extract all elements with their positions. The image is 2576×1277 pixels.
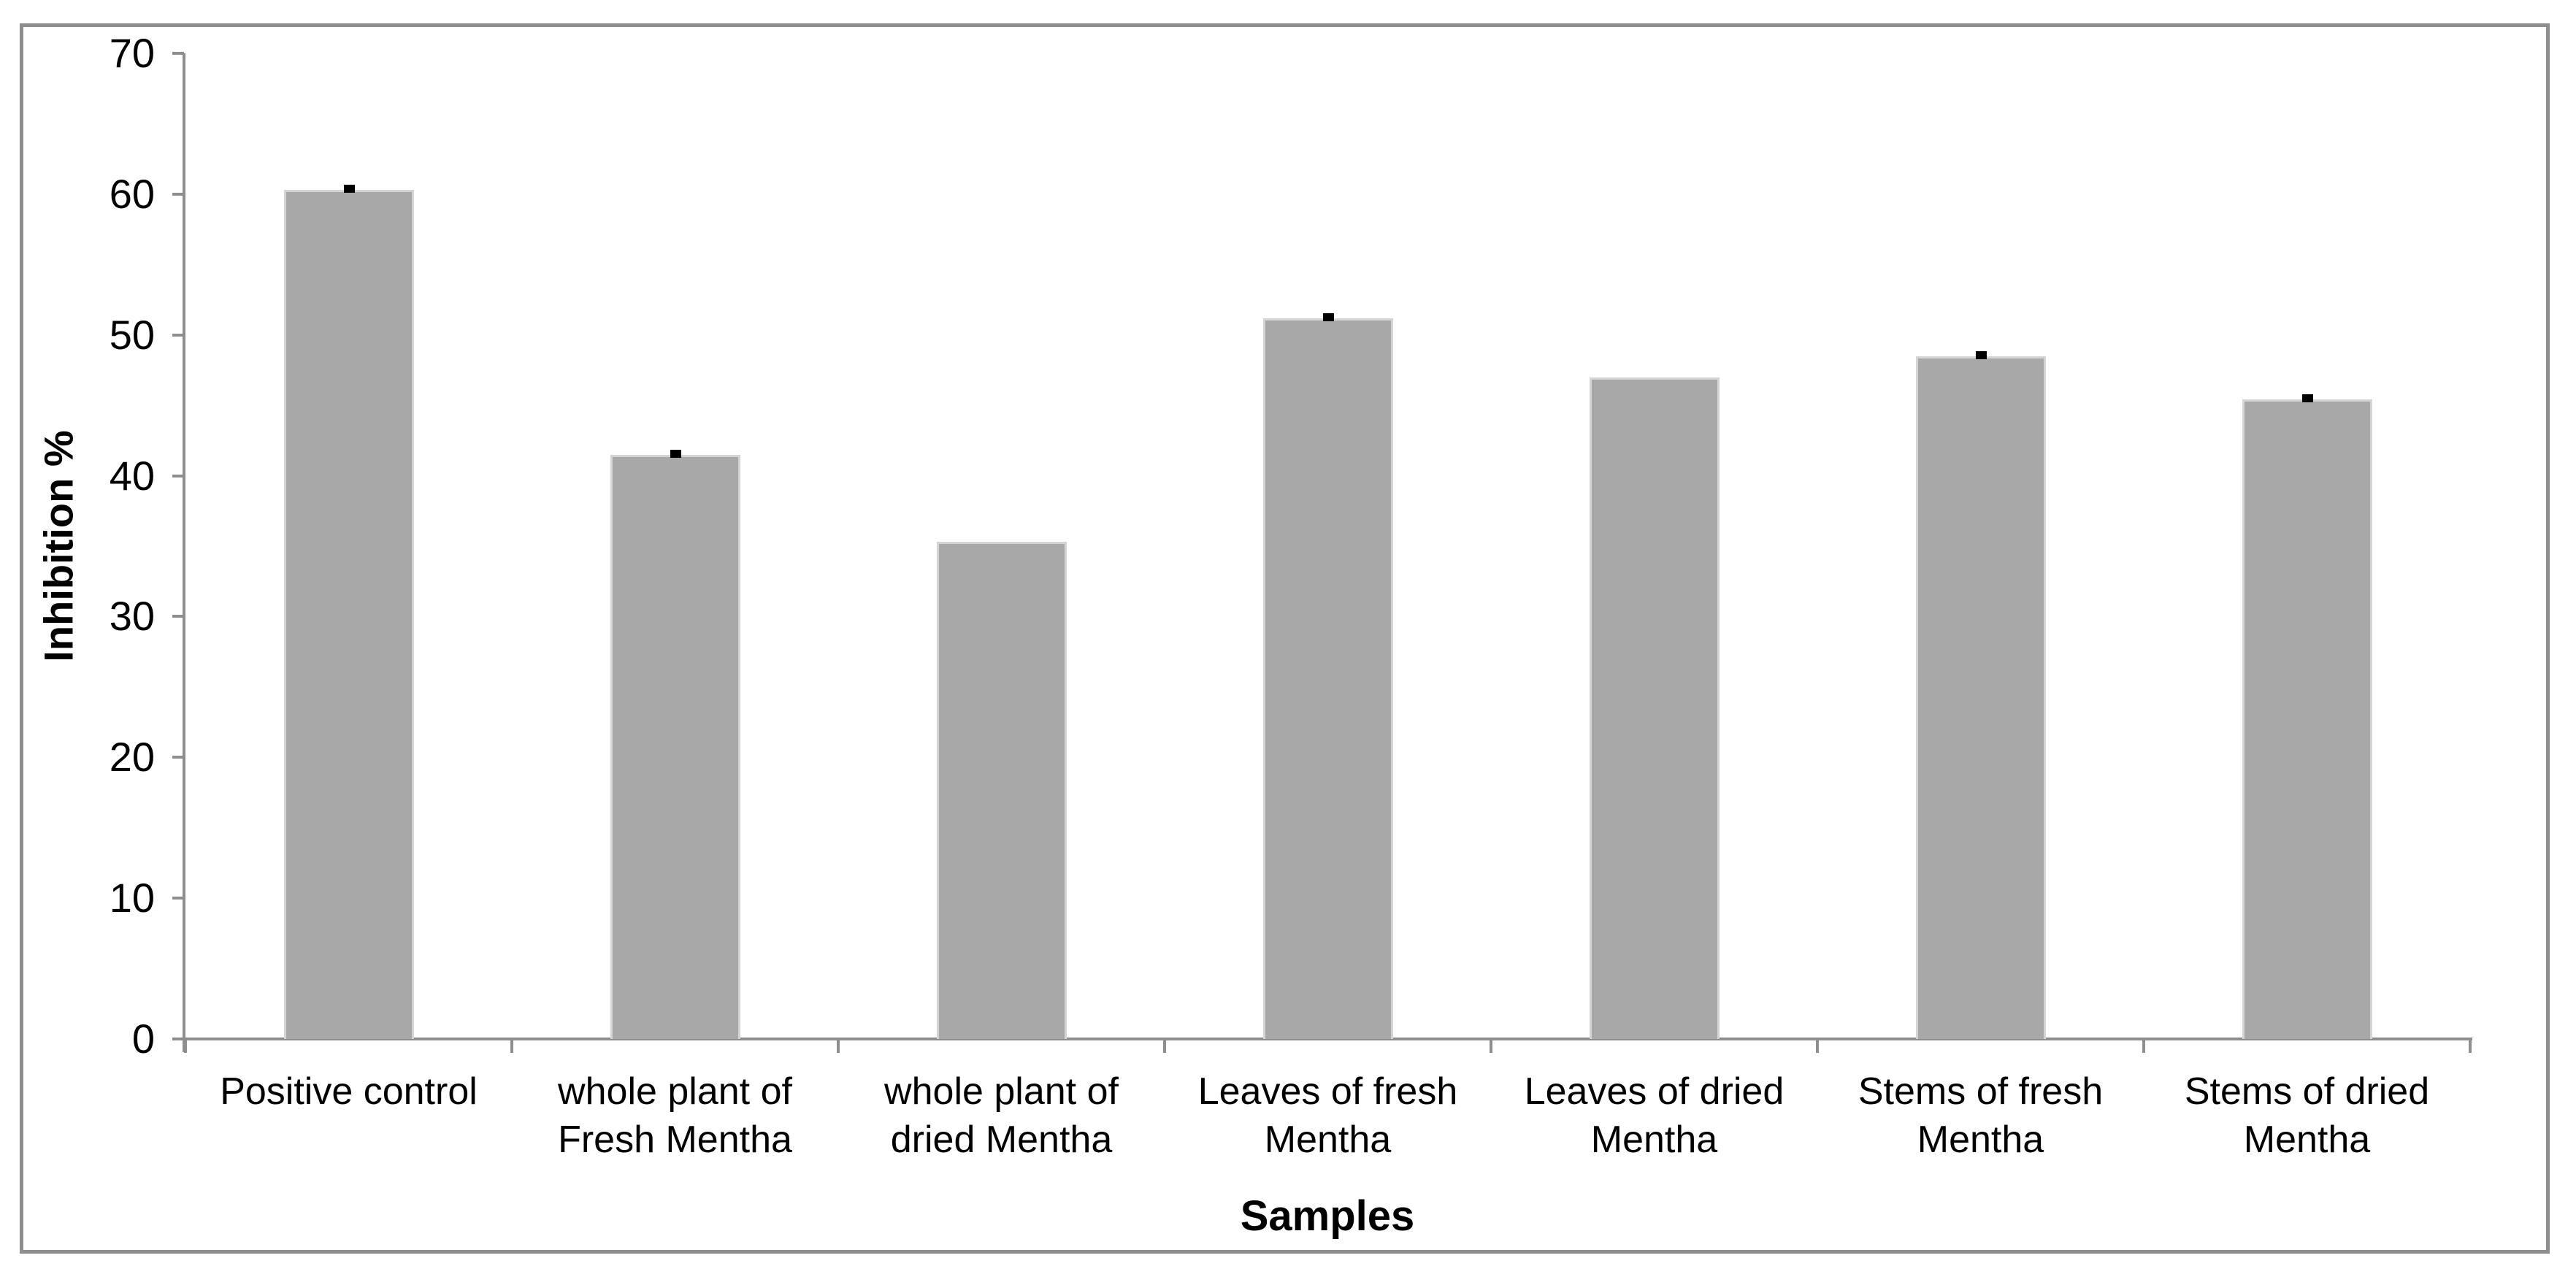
- bar-7: [2242, 399, 2372, 1039]
- y-axis-tick: [172, 615, 184, 618]
- y-axis-line: [183, 53, 185, 1052]
- x-axis-title: Samples: [1240, 1192, 1415, 1240]
- category-boundary-tick: [2469, 1039, 2472, 1053]
- x-category-label-1: Positive control: [220, 1070, 478, 1113]
- y-tick-label: 20: [109, 734, 155, 781]
- bar-1: [283, 190, 414, 1039]
- x-category-label-4: Leaves of fresh Mentha: [1197, 1070, 1458, 1161]
- y-tick-label: 0: [131, 1016, 155, 1062]
- x-category-label-6: Stems of fresh Mentha: [1858, 1070, 2104, 1161]
- y-tick-label: 50: [109, 311, 155, 358]
- category-boundary-tick: [1816, 1039, 1819, 1053]
- bar-5: [1589, 377, 1720, 1039]
- y-tick-label: 10: [109, 875, 155, 921]
- bar-2: [610, 454, 740, 1039]
- bar-6: [1915, 356, 2046, 1039]
- y-tick-label: 70: [109, 30, 155, 76]
- error-bar-cap-7: [2301, 394, 2313, 403]
- category-boundary-tick: [184, 1039, 187, 1053]
- category-boundary-tick: [837, 1039, 840, 1053]
- y-axis-tick: [172, 333, 184, 337]
- y-axis-tick: [172, 192, 184, 196]
- bar-4: [1262, 318, 1393, 1039]
- x-category-label-7: Stems of dried Mentha: [2184, 1070, 2430, 1161]
- y-tick-label: 40: [109, 452, 155, 499]
- category-boundary-tick: [2142, 1039, 2145, 1053]
- error-bar-cap-2: [670, 449, 681, 458]
- x-category-label-5: Leaves of dried Mentha: [1524, 1070, 1785, 1161]
- x-axis-line: [183, 1038, 2472, 1040]
- category-boundary-tick: [510, 1039, 513, 1053]
- error-bar-cap-4: [1322, 312, 1334, 321]
- x-category-label-3: whole plant of dried Mentha: [884, 1070, 1119, 1161]
- y-axis-tick: [172, 474, 184, 478]
- y-axis-tick: [172, 897, 184, 900]
- y-axis-tick: [172, 1038, 184, 1040]
- y-tick-label: 60: [109, 170, 155, 217]
- y-axis-tick: [172, 52, 184, 55]
- error-bar-cap-1: [343, 185, 355, 193]
- category-boundary-tick: [1163, 1039, 1166, 1053]
- bar-3: [936, 542, 1067, 1039]
- y-tick-label: 30: [109, 593, 155, 640]
- y-axis-tick: [172, 756, 184, 759]
- x-category-label-2: whole plant of Fresh Mentha: [558, 1070, 792, 1161]
- category-boundary-tick: [1490, 1039, 1492, 1053]
- error-bar-cap-6: [1975, 350, 1987, 359]
